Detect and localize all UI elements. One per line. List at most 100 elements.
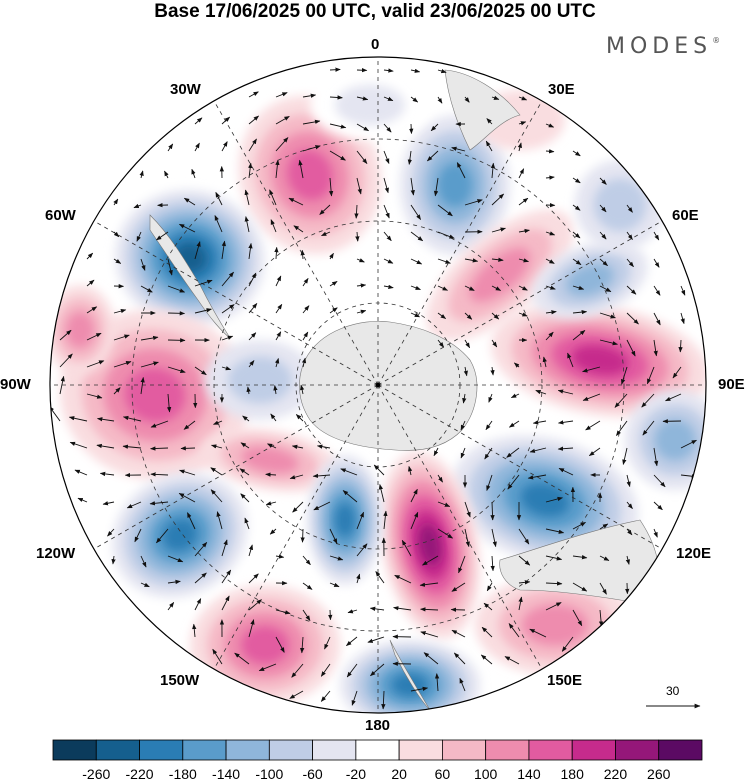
wind-vector <box>464 528 470 548</box>
wind-vector <box>74 469 88 476</box>
colorbar-swatch <box>528 739 573 761</box>
wind-vector <box>437 285 449 291</box>
wind-vector <box>328 177 334 197</box>
wind-vector <box>456 162 466 179</box>
wind-vector <box>626 204 633 213</box>
wind-vector <box>69 441 88 449</box>
wind-vector <box>410 686 429 692</box>
wind-vector <box>599 555 610 561</box>
wind-vector <box>324 636 331 650</box>
lon-label-90e: 90E <box>718 376 745 393</box>
wind-vector <box>680 439 697 449</box>
lon-label-30w: 30W <box>170 81 201 98</box>
wind-vector <box>545 555 563 561</box>
wind-vector <box>248 599 262 611</box>
wind-vector <box>194 241 201 260</box>
colorbar-swatch <box>52 739 97 761</box>
meridian-line <box>377 384 664 551</box>
wind-vector <box>248 360 255 368</box>
meridian-line <box>377 99 544 386</box>
wind-vector <box>59 329 72 341</box>
wind-vector <box>302 555 311 566</box>
wind-vector <box>194 117 203 125</box>
colorbar-swatch <box>268 739 314 761</box>
wind-vector <box>155 231 169 241</box>
lon-label-180: 180 <box>365 717 391 734</box>
wind-vector <box>194 366 207 376</box>
wind-vector <box>194 541 208 557</box>
wind-vector <box>490 555 495 572</box>
wind-vector <box>653 312 661 326</box>
wind-vector <box>248 332 257 341</box>
wind-vector <box>599 339 618 346</box>
wind-vector <box>178 223 196 233</box>
wind-vector <box>111 555 116 565</box>
wind-vector <box>216 511 223 530</box>
wind-vector <box>464 258 479 263</box>
meridian-line <box>377 384 544 671</box>
wind-vector <box>464 285 475 291</box>
wind-vector <box>506 447 520 458</box>
wind-vector <box>680 285 686 296</box>
wind-vector <box>621 366 628 385</box>
wind-vector <box>221 569 232 584</box>
wind-vector <box>375 571 385 584</box>
wind-vector <box>517 142 522 152</box>
wind-vector <box>167 143 174 152</box>
wind-vector <box>113 198 119 206</box>
colorbar-tick-label: -60 <box>302 766 323 782</box>
wind-vector <box>302 331 309 341</box>
wind-vector <box>545 123 555 128</box>
map-title: Base 17/06/2025 00 UTC, valid 23/06/2025… <box>154 1 596 22</box>
anomaly-contour <box>241 625 289 665</box>
wind-vector <box>300 249 305 260</box>
wind-vector <box>545 231 556 236</box>
wind-vector <box>269 189 277 206</box>
wind-vector <box>150 446 169 451</box>
wind-vector <box>518 197 529 206</box>
wind-vector <box>329 281 338 287</box>
wind-vector <box>545 581 563 586</box>
wind-vector <box>383 150 390 165</box>
wind-vector <box>275 554 285 559</box>
wind-vector <box>356 511 364 530</box>
wind-vector <box>194 572 207 584</box>
anomaly-contour <box>335 84 405 126</box>
wind-vector <box>545 149 555 154</box>
wind-vector <box>86 252 94 260</box>
colorbar-tick-label: 100 <box>473 766 498 782</box>
wind-vector <box>122 444 142 449</box>
map-disc <box>50 57 706 713</box>
colorbar-tick-label: -20 <box>345 766 366 782</box>
wind-vector <box>248 573 259 584</box>
wind-vector <box>86 332 102 341</box>
wind-vector <box>150 472 169 477</box>
wind-vector <box>355 231 360 242</box>
wind-vector <box>139 170 144 179</box>
wind-vector <box>59 353 73 368</box>
wind-vector <box>212 648 223 665</box>
wind-vector <box>483 602 493 611</box>
lon-label-30e: 30E <box>548 81 575 98</box>
wind-vector <box>221 539 228 557</box>
anomaly-field <box>50 70 706 713</box>
wind-vector <box>653 528 658 538</box>
wind-vector <box>653 501 663 511</box>
wind-vector <box>244 517 250 530</box>
wind-vector <box>518 285 528 291</box>
colorbar-swatch <box>355 739 400 761</box>
wind-vector <box>167 555 184 563</box>
wind-vector <box>572 309 588 315</box>
wind-vector <box>572 555 588 560</box>
colorbar-tick-label: -220 <box>125 766 154 782</box>
wind-vector <box>518 555 531 566</box>
wind-vector <box>99 471 115 477</box>
anomaly-contour <box>419 524 441 566</box>
wind-vector <box>329 528 338 545</box>
wind-vector <box>248 544 253 557</box>
wind-vector <box>267 443 277 449</box>
wind-vector <box>518 580 531 585</box>
wind-vector <box>572 204 581 211</box>
wind-vector <box>248 91 259 98</box>
wind-vector <box>167 285 186 293</box>
